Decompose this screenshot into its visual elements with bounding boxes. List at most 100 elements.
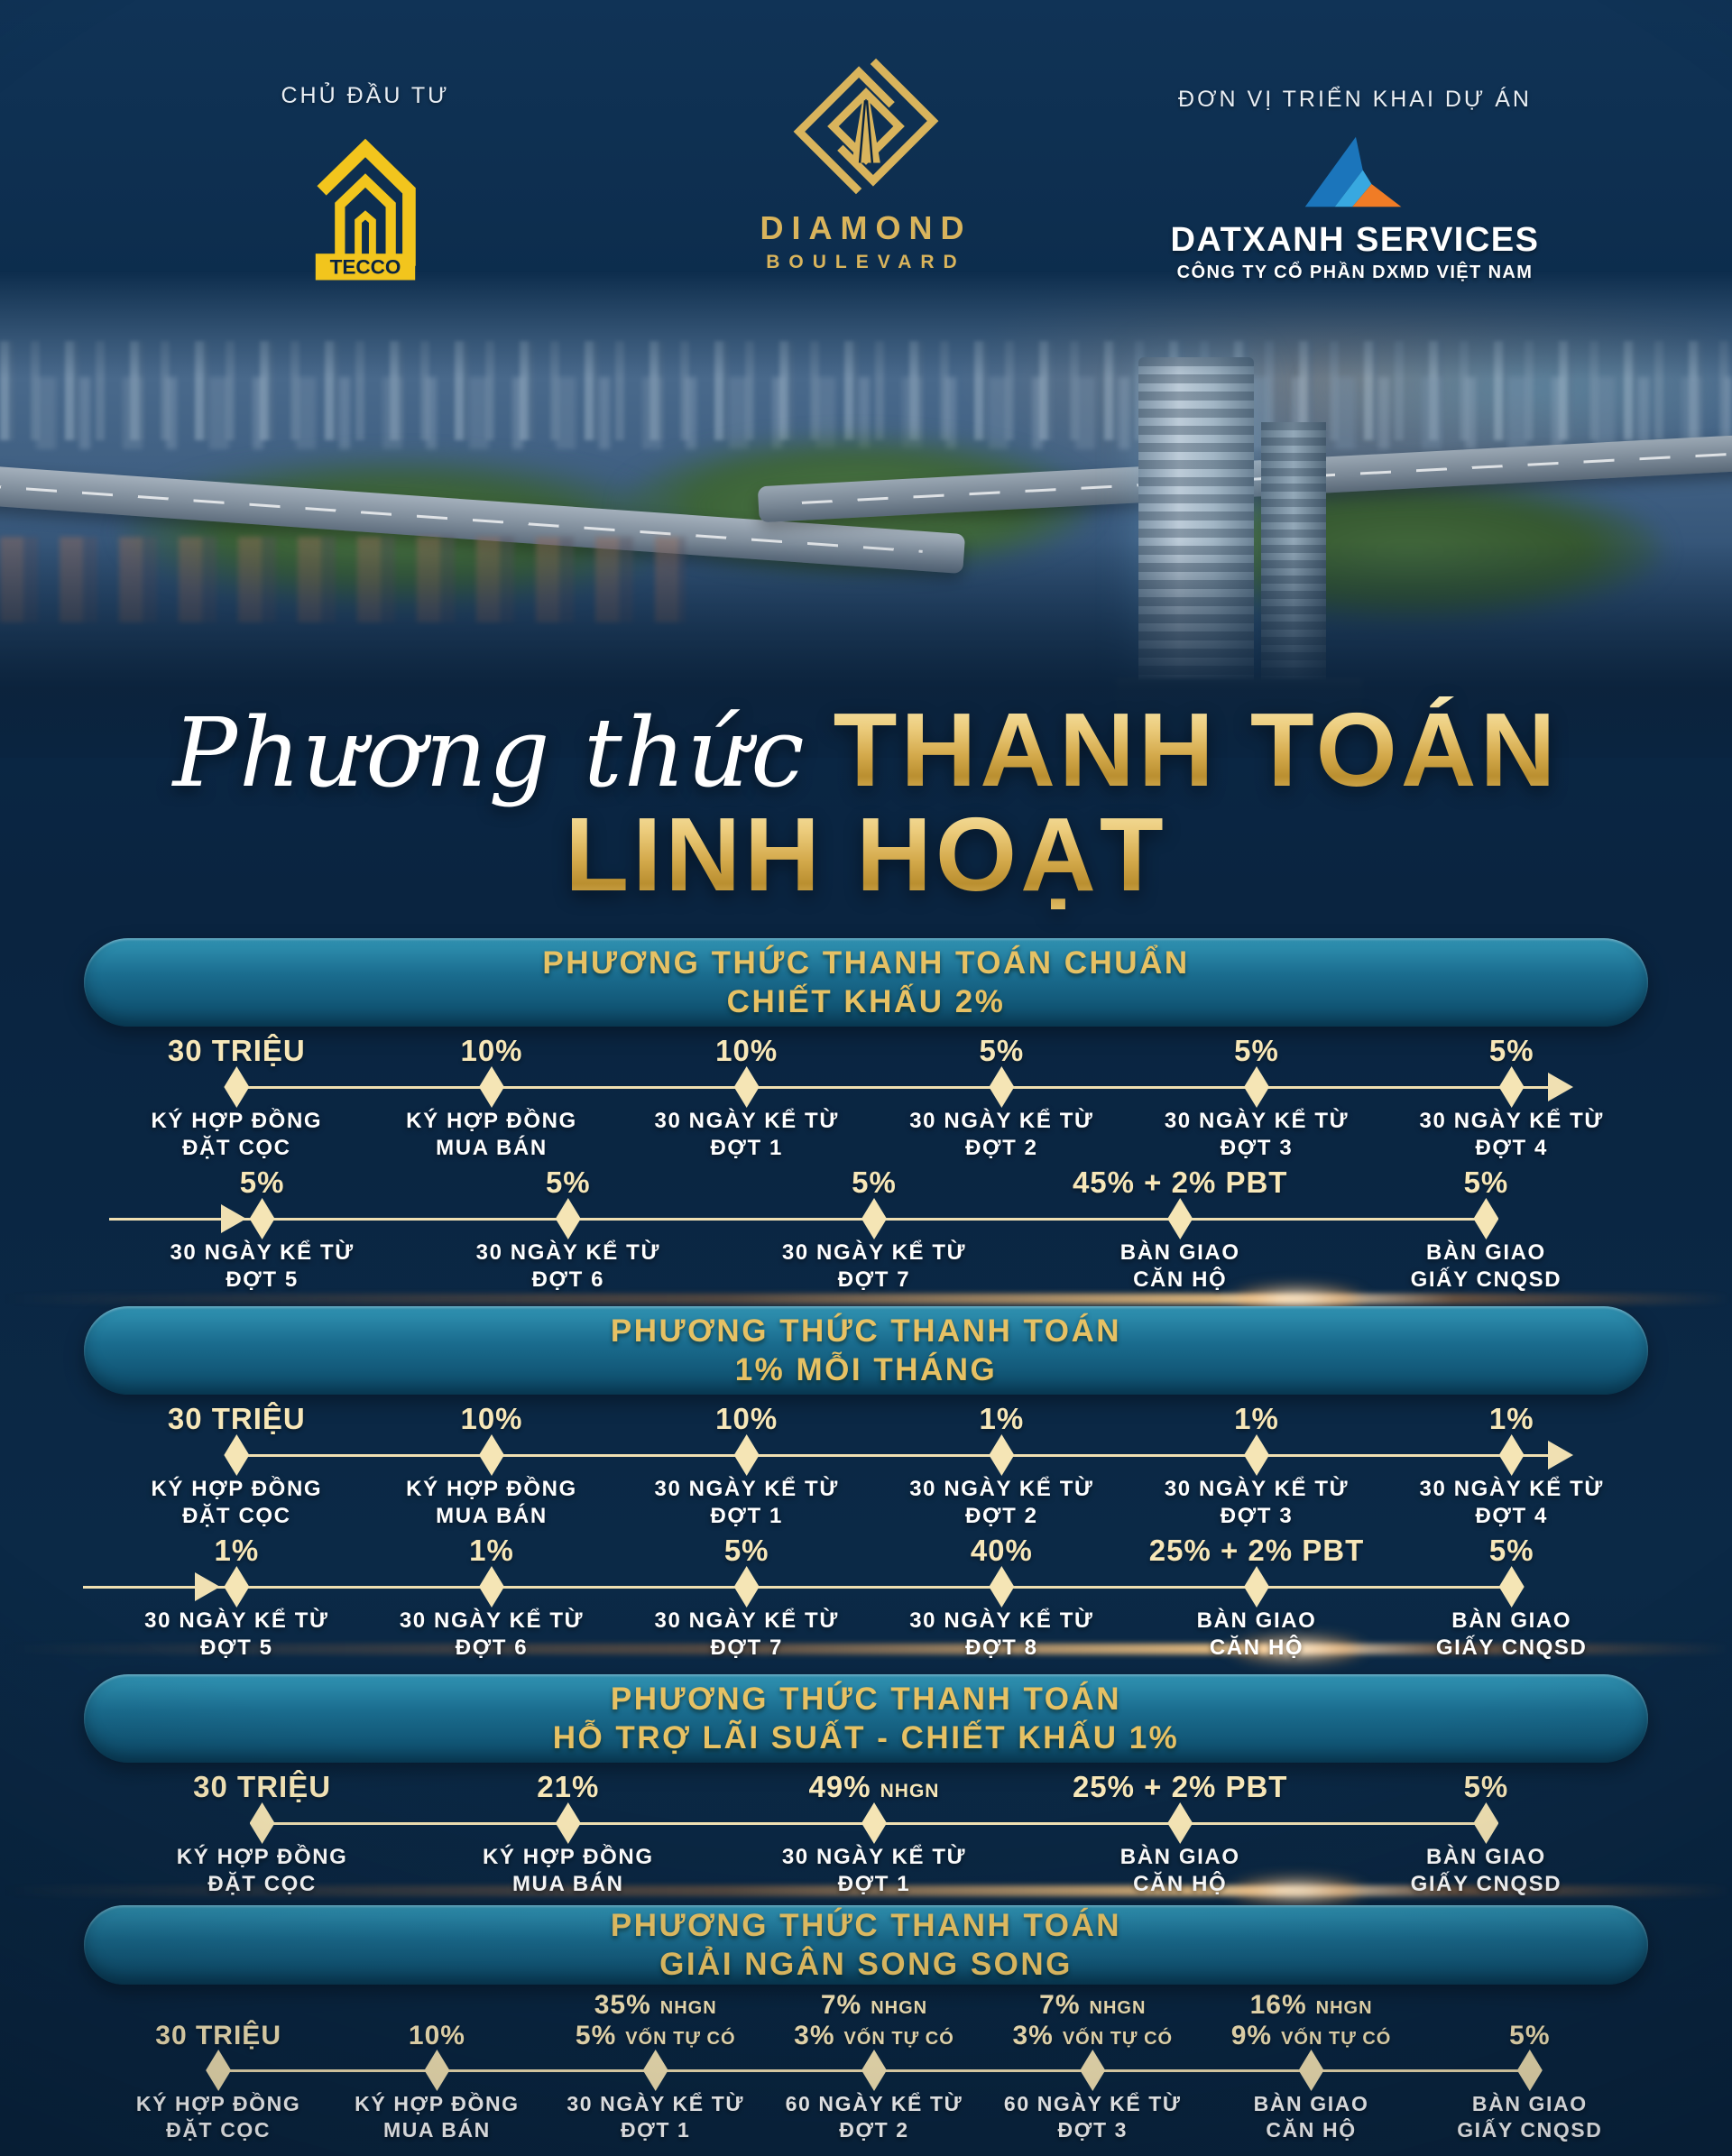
timeline-item: 10% KÝ HỢP ĐỒNG MUA BÁN <box>362 1398 622 1530</box>
payment-value-amount: 3% <box>1012 2021 1054 2050</box>
payment-value: 45% + 2% PBT <box>1073 1162 1288 1200</box>
timeline-track <box>362 1566 622 1608</box>
payment-value-line: 40% <box>971 1534 1033 1568</box>
milestone-label-line: 30 NGÀY KỂ TỪ <box>1419 1477 1604 1501</box>
timeline-track <box>981 2050 1204 2091</box>
milestone-diamond-icon <box>249 1198 275 1239</box>
timeline-track <box>719 1198 1029 1239</box>
milestone-diamond-icon <box>479 1434 504 1476</box>
timeline-track <box>1200 2050 1423 2091</box>
payment-value-amount: 30 TRIỆU <box>167 1402 306 1435</box>
milestone-label-line: ĐỢT 4 <box>1475 1504 1548 1528</box>
milestone-label-line: KÝ HỢP ĐỒNG <box>355 2092 520 2115</box>
payment-value-suffix: NHGN <box>1315 1998 1373 2018</box>
timeline-item: 25% + 2% PBT BÀN GIAO CĂN HỘ <box>1127 1530 1387 1662</box>
milestone-label-line: ĐẶT CỌC <box>182 1136 291 1160</box>
milestone-label: 30 NGÀY KỂ TỪ ĐỢT 8 <box>909 1608 1093 1662</box>
payment-value-line: 5% <box>1489 1534 1534 1568</box>
payment-value: 5% <box>1464 1766 1509 1804</box>
payment-value: 30 TRIỆU <box>155 1988 281 2051</box>
section-title-line1: PHƯƠNG THỨC THANH TOÁN <box>610 1313 1122 1349</box>
payment-value-suffix: VỐN TỰ CÓ <box>843 2029 954 2049</box>
timeline-track <box>617 1566 877 1608</box>
milestone-diamond-icon <box>224 1434 250 1476</box>
agency-label: ĐƠN VỊ TRIỂN KHAI DỰ ÁN <box>1178 87 1532 112</box>
milestone-label-line: BÀN GIAO <box>1119 1845 1240 1869</box>
title-line-1: Phương thức THANH TOÁN <box>0 696 1732 808</box>
milestone-label-line: BÀN GIAO <box>1119 1240 1240 1265</box>
milestone-label: 60 NGÀY KỂ TỪ ĐỢT 2 <box>786 2091 963 2143</box>
payment-value-amount: 5% <box>1463 1770 1509 1803</box>
payment-value: 30 TRIỆU <box>168 1398 306 1436</box>
payment-value: 10% <box>409 1988 465 2051</box>
payment-value-line: 10% <box>460 1402 522 1436</box>
milestone-label-line: BÀN GIAO <box>1196 1608 1317 1633</box>
section-header-banner: PHƯƠNG THỨC THANH TOÁN CHUẨN CHIẾT KHẤU 2… <box>84 938 1648 1027</box>
timeline-item: 5% BÀN GIAO GIẤY CNQSD <box>1331 1162 1639 1294</box>
milestone-label-line: KÝ HỢP ĐỒNG <box>406 1109 577 1133</box>
payment-value: 25% + 2% PBT <box>1073 1766 1288 1804</box>
payment-value-amount: 3% <box>794 2021 835 2050</box>
milestone-label: 30 NGÀY KỂ TỪ ĐỢT 6 <box>400 1608 584 1662</box>
milestone-label: BÀN GIAO GIẤY CNQSD <box>1411 1844 1562 1898</box>
milestone-label-line: ĐỢT 4 <box>1475 1136 1548 1160</box>
timeline-track <box>544 2050 767 2091</box>
timeline-row: 30 TRIỆU KÝ HỢP ĐỒNG ĐẶT CỌC 10% KÝ HỢP ĐỒNG… <box>84 1398 1648 1530</box>
timeline-item: 45% + 2% PBT BÀN GIAO CĂN HỘ <box>1025 1162 1335 1294</box>
timeline-track <box>1025 1802 1335 1844</box>
milestone-diamond-icon <box>861 2050 887 2091</box>
timeline-line <box>1382 1085 1550 1089</box>
payment-value: 49% NHGN <box>809 1766 940 1804</box>
payment-value: 5% <box>1509 1988 1550 2051</box>
payment-value-amount: 25% + 2% PBT <box>1072 1770 1288 1803</box>
milestone-label: KÝ HỢP ĐỒNG MUA BÁN <box>355 2091 520 2143</box>
milestone-label: KÝ HỢP ĐỒNG ĐẶT CỌC <box>152 1476 323 1530</box>
milestone-label-line: 30 NGÀY KỂ TỪ <box>909 1608 1094 1633</box>
scene-bottom-fade <box>0 541 1732 758</box>
milestone-label-line: 30 NGÀY KỂ TỪ <box>654 1109 839 1133</box>
payment-value-amount: 40% <box>970 1534 1033 1567</box>
milestone-label-line: ĐỢT 3 <box>1220 1504 1294 1528</box>
payment-value-amount: 5% <box>979 1034 1025 1067</box>
developer-label: CHỦ ĐẦU TƯ <box>281 83 450 108</box>
timeline-item: 30 TRIỆU KÝ HỢP ĐỒNG ĐẶT CỌC <box>109 1398 366 1530</box>
payment-value: 5% <box>1464 1162 1509 1200</box>
milestone-label-line: GIẤY CNQSD <box>1435 1635 1588 1660</box>
timeline-item: 5% 30 NGÀY KỂ TỪ ĐỢT 2 <box>872 1030 1131 1162</box>
timeline-item: 5% 30 NGÀY KỂ TỪ ĐỢT 5 <box>108 1162 418 1294</box>
milestone-diamond-icon <box>1244 1066 1270 1108</box>
payment-value-line: 10% <box>409 2021 465 2051</box>
milestone-label-line: BÀN GIAO <box>1426 1845 1546 1869</box>
payment-value-line: 1% <box>469 1534 514 1568</box>
timeline-track <box>872 1566 1131 1608</box>
milestone-label-line: KÝ HỢP ĐỒNG <box>482 1845 654 1869</box>
section-title-line1: PHƯƠNG THỨC THANH TOÁN CHUẨN <box>542 944 1190 981</box>
milestone-label: 30 NGÀY KỂ TỪ ĐỢT 4 <box>1420 1476 1604 1530</box>
milestone-label: BÀN GIAO CĂN HỘ <box>1120 1844 1240 1898</box>
section-title-line1: PHƯƠNG THỨC THANH TOÁN <box>610 1907 1122 1943</box>
milestone-label-line: CĂN HỘ <box>1133 1267 1228 1292</box>
payment-value-line: 5% <box>546 1166 591 1200</box>
payment-value: 10% <box>460 1398 522 1436</box>
milestone-label-line: ĐỢT 2 <box>965 1504 1038 1528</box>
milestone-label-line: ĐỢT 8 <box>965 1635 1038 1660</box>
milestone-diamond-icon <box>733 1434 760 1476</box>
milestone-label-line: BÀN GIAO <box>1471 2092 1588 2115</box>
payment-value: 7% NHGN 3% VỐN TỰ CÓ <box>794 1988 954 2051</box>
milestone-label-line: KÝ HỢP ĐỒNG <box>135 2092 301 2115</box>
milestone-label-line: ĐỢT 3 <box>1220 1136 1294 1160</box>
milestone-label-line: GIẤY CNQSD <box>1457 2117 1603 2142</box>
payment-value-amount: 5% <box>723 1534 769 1567</box>
payment-value: 7% NHGN 3% VỐN TỰ CÓ <box>1012 1988 1173 2051</box>
milestone-diamond-icon <box>479 1066 504 1108</box>
milestone-label-line: ĐỢT 7 <box>837 1267 911 1292</box>
payment-value-line: 1% <box>1489 1402 1534 1436</box>
datxanh-logo-icon <box>1304 136 1402 207</box>
timeline-item: 10% 30 NGÀY KỂ TỪ ĐỢT 1 <box>617 1398 877 1530</box>
milestone-label-line: ĐỢT 5 <box>200 1635 273 1660</box>
payment-value-line: 5% <box>240 1166 285 1200</box>
timeline-line <box>262 1821 418 1825</box>
milestone-label-line: ĐẶT CỌC <box>182 1504 291 1528</box>
milestone-label: 30 NGÀY KỂ TỪ ĐỢT 3 <box>1165 1476 1349 1530</box>
timeline-row: 30 TRIỆU KÝ HỢP ĐỒNG ĐẶT CỌC 10% KÝ HỢP ĐỒNG… <box>84 1030 1648 1162</box>
